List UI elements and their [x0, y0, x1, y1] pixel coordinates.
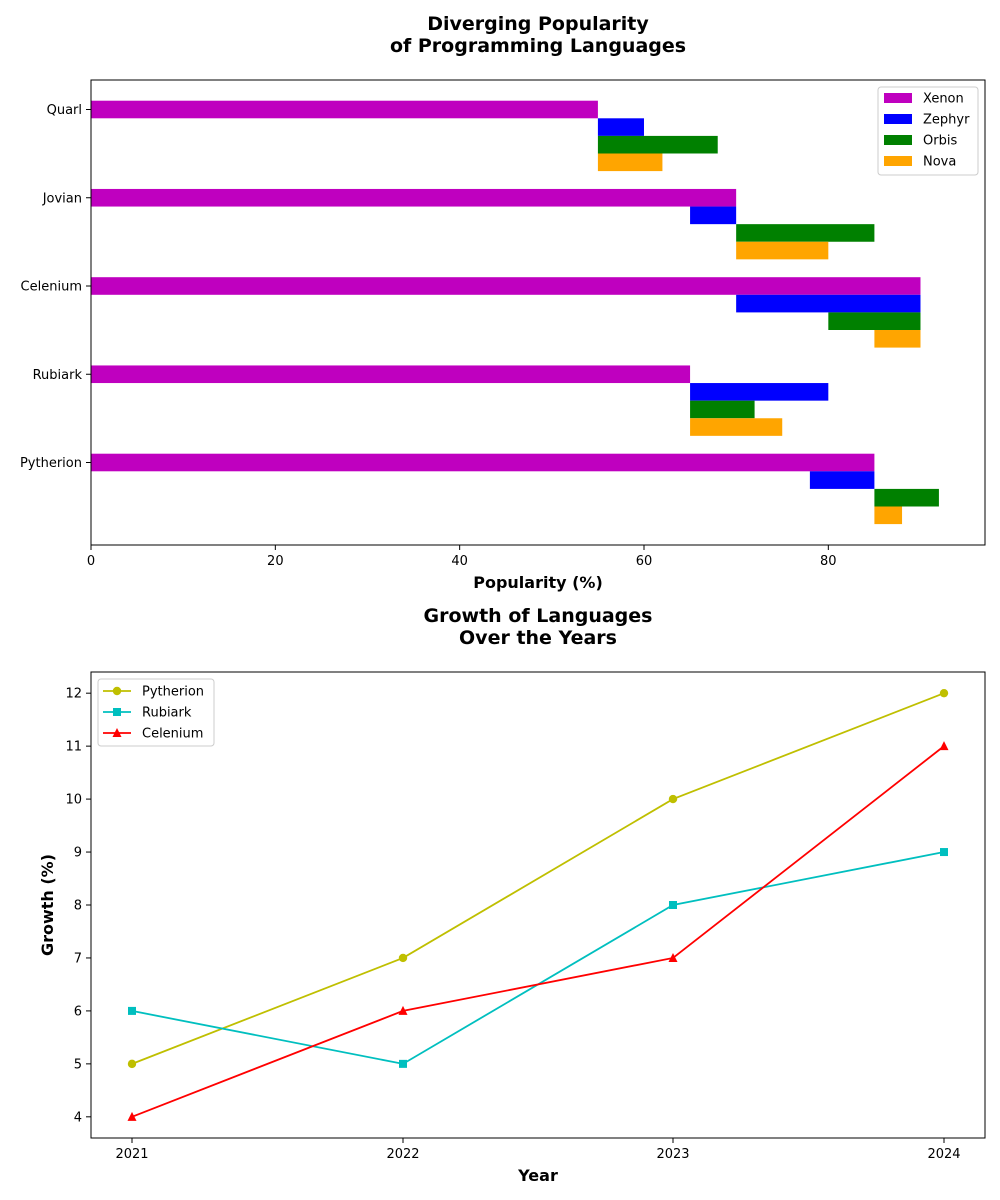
- bar-zephyr-pytherion: [809, 471, 875, 489]
- chart1-legend-box: [877, 86, 979, 176]
- bar-xenon-pytherion: [91, 453, 875, 472]
- bar-orbis-pytherion: [874, 488, 939, 507]
- y-tick-label: 9: [74, 846, 82, 861]
- marker-rubiark-2023: [669, 901, 677, 909]
- bar-zephyr-jovian: [690, 206, 737, 225]
- chart1-x-axis-label: Popularity (%): [473, 573, 603, 592]
- bar-nova-rubiark: [690, 418, 783, 436]
- chart2-x-axis-label: Year: [517, 1166, 558, 1185]
- marker-celenium-2021: [127, 1111, 137, 1121]
- x-tick-label: 2023: [656, 1147, 689, 1162]
- bar-nova-quarl: [597, 153, 663, 172]
- x-tick-label: 80: [820, 554, 837, 569]
- chart2-title-line2: Over the Years: [459, 627, 617, 649]
- legend-swatch-nova: [884, 156, 912, 166]
- bar-chart-popularity: Diverging Popularity of Programming Lang…: [20, 13, 986, 592]
- chart2-title-line1: Growth of Languages: [424, 605, 653, 627]
- line-celenium: [131, 745, 945, 1118]
- bar-zephyr-quarl: [597, 118, 644, 136]
- bar-orbis-celenium: [828, 312, 921, 330]
- y-tick-label: 6: [74, 1004, 82, 1019]
- y-tick-label-pytherion: Pytherion: [20, 456, 82, 471]
- bar-orbis-jovian: [736, 224, 875, 242]
- bar-xenon-rubiark: [91, 365, 691, 384]
- marker-pytherion-2021: [127, 1059, 137, 1069]
- x-tick-label: 2021: [115, 1147, 148, 1162]
- bar-orbis-rubiark: [690, 400, 755, 419]
- legend-label-celenium: Celenium: [142, 727, 203, 742]
- y-tick-label: 8: [74, 899, 82, 914]
- y-tick-label-quarl: Quarl: [47, 103, 82, 118]
- marker-rubiark-2024: [940, 848, 948, 857]
- legend-label-nova: Nova: [923, 155, 956, 170]
- bar-nova-jovian: [736, 241, 829, 260]
- bar-xenon-celenium: [91, 277, 921, 295]
- y-tick-label: 5: [74, 1057, 82, 1072]
- y-tick-label-celenium: Celenium: [21, 280, 82, 295]
- legend-marker-pytherion: [112, 686, 122, 696]
- y-tick-label: 12: [65, 687, 82, 702]
- line-pytherion: [131, 692, 945, 1065]
- marker-rubiark-2022: [399, 1059, 407, 1068]
- y-tick-label: 4: [74, 1110, 82, 1125]
- x-tick-label: 2022: [386, 1147, 419, 1162]
- legend-swatch-xenon: [884, 93, 912, 103]
- legend-swatch-orbis: [884, 135, 912, 145]
- legend-label-orbis: Orbis: [923, 134, 957, 149]
- legend-label-xenon: Xenon: [923, 92, 964, 107]
- marker-pytherion-2022: [398, 953, 408, 963]
- legend-swatch-zephyr: [884, 114, 912, 124]
- legend-label-pytherion: Pytherion: [142, 685, 204, 700]
- chart2-plot-frame: [90, 671, 986, 1139]
- line-rubiark: [131, 851, 945, 1065]
- chart1-title-line2: of Programming Languages: [390, 35, 686, 57]
- marker-rubiark-2021: [128, 1006, 136, 1015]
- legend-marker-rubiark: [113, 708, 121, 716]
- marker-pytherion-2023: [668, 794, 678, 804]
- x-tick-label: 20: [267, 554, 284, 569]
- chart1-title-line1: Diverging Popularity: [427, 13, 649, 35]
- chart2-legend-box: [97, 678, 215, 747]
- y-tick-label-rubiark: Rubiark: [33, 368, 83, 383]
- chart1-plot-frame: [90, 79, 986, 546]
- bar-orbis-quarl: [597, 135, 718, 154]
- chart2-y-axis-label: Growth (%): [38, 854, 57, 956]
- legend-marker-celenium: [112, 728, 122, 737]
- bar-xenon-quarl: [91, 100, 598, 119]
- x-tick-label: 60: [636, 554, 653, 569]
- x-tick-label: 2024: [927, 1147, 960, 1162]
- marker-celenium-2022: [398, 1005, 408, 1015]
- bar-zephyr-celenium: [736, 294, 921, 313]
- bar-nova-celenium: [874, 330, 921, 348]
- bar-zephyr-rubiark: [690, 383, 829, 401]
- x-tick-label: 0: [87, 554, 95, 569]
- bar-xenon-jovian: [91, 188, 737, 207]
- x-tick-label: 40: [451, 554, 468, 569]
- y-tick-label: 11: [65, 740, 82, 755]
- legend-label-rubiark: Rubiark: [142, 706, 192, 721]
- line-chart-growth: Growth of Languages Over the Years 2021 2…: [38, 605, 986, 1185]
- y-tick-label: 7: [74, 951, 82, 966]
- legend-label-zephyr: Zephyr: [923, 113, 970, 128]
- y-tick-label-jovian: Jovian: [42, 191, 82, 206]
- marker-celenium-2023: [668, 952, 678, 962]
- marker-pytherion-2024: [939, 688, 949, 698]
- bar-nova-pytherion: [874, 506, 903, 525]
- marker-celenium-2024: [939, 741, 949, 751]
- y-tick-label: 10: [65, 793, 82, 808]
